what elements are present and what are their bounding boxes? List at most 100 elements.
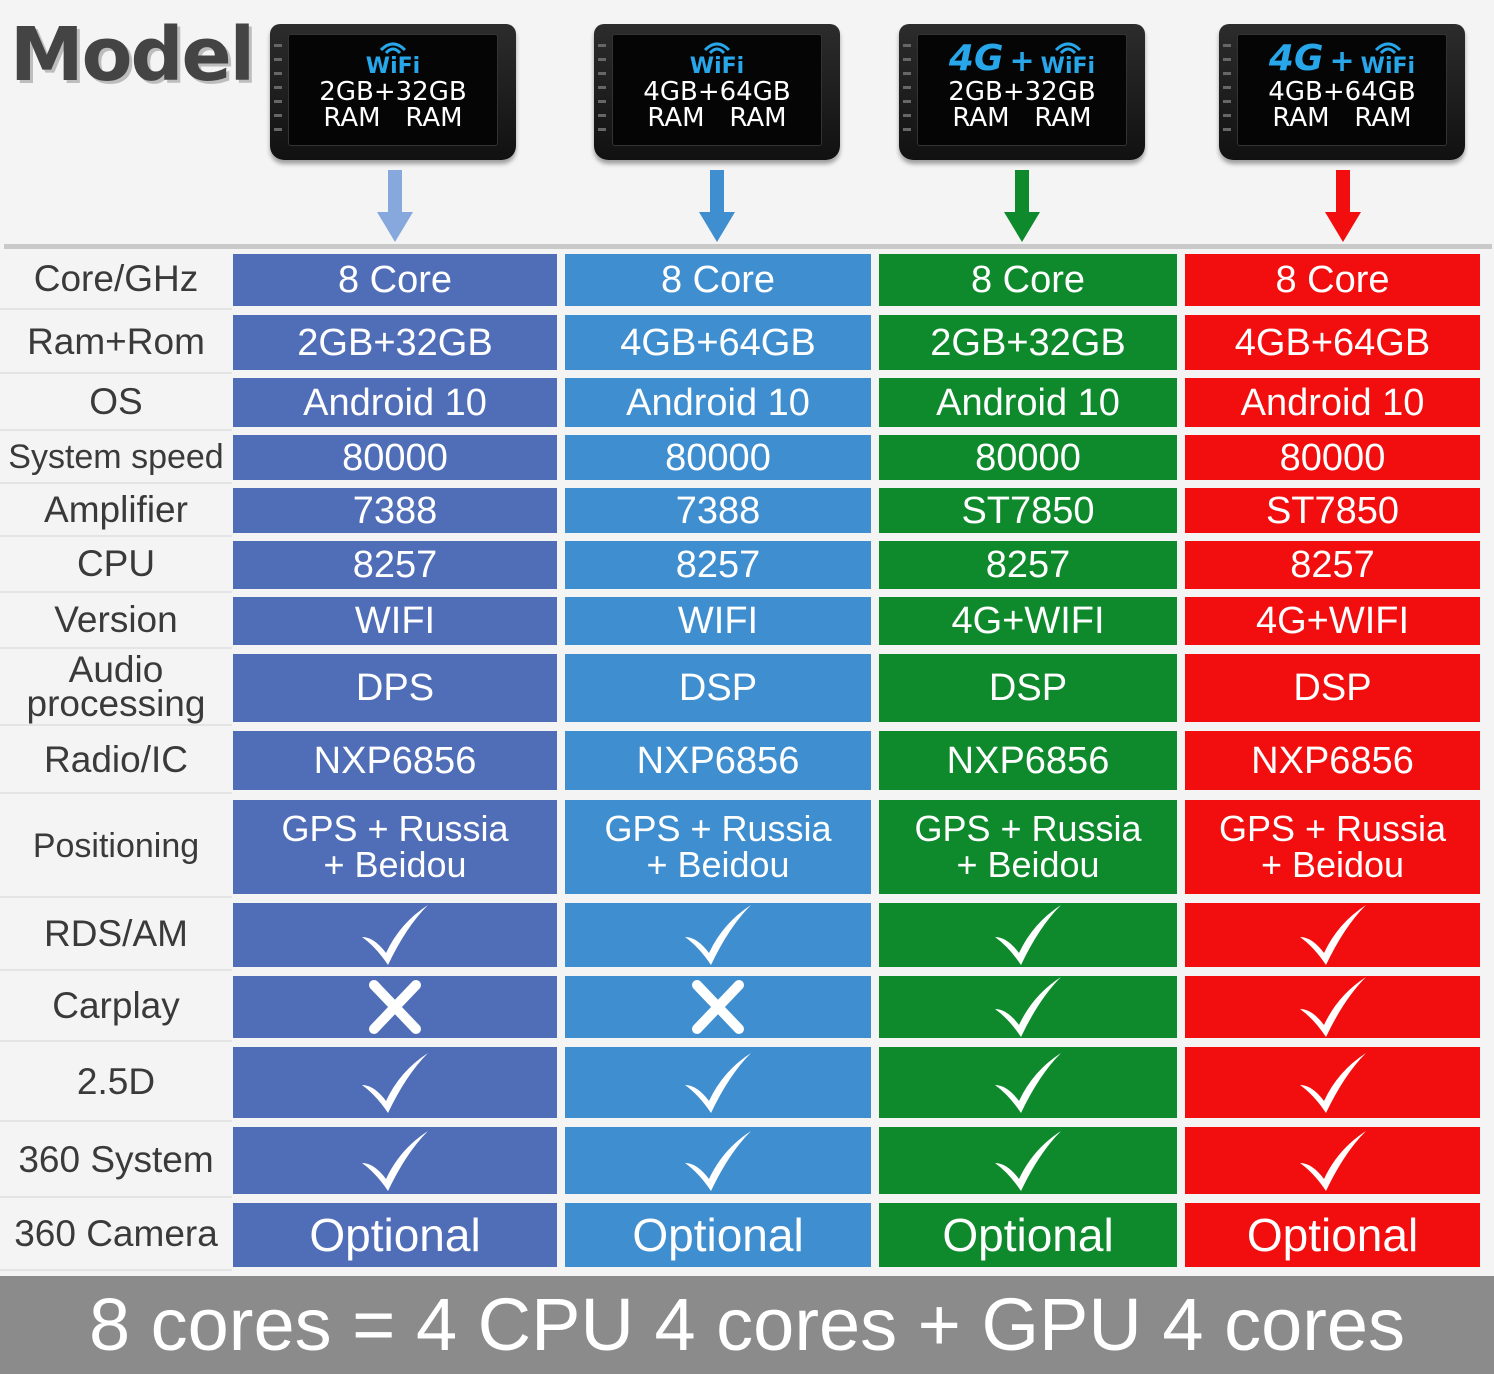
table-cell: 8257: [565, 541, 871, 589]
wifi-label: WiFi: [365, 54, 421, 79]
table-cell: 7388: [565, 488, 871, 533]
device-screen: 4G + WiFi 4GB+64GB RAM RAM: [1237, 34, 1447, 146]
table-cell: [879, 903, 1177, 967]
table-cell: [565, 1047, 871, 1118]
head-unit-image: 4G + WiFi 2GB+32GB RAM RAM: [899, 24, 1145, 160]
header: Model WiFi 2GB+32GB RAM RAM WiFi 4GB+64GB RAM…: [0, 0, 1494, 250]
table-cell: GPS + Russia + Beidou: [1185, 800, 1480, 894]
row-label: RDS/AM: [0, 899, 232, 971]
table-cell: 8257: [1185, 541, 1480, 589]
table-cell: 80000: [565, 435, 871, 480]
table-cell: 7388: [233, 488, 557, 533]
table-cell: [565, 903, 871, 967]
table-cell: 80000: [233, 435, 557, 480]
check-icon: [1299, 1130, 1366, 1191]
table-cell: 8 Core: [233, 254, 557, 306]
row-label: Core/GHz: [0, 250, 232, 310]
row-label: Amplifier: [0, 484, 232, 537]
row-label: 2.5D: [0, 1043, 232, 1122]
down-arrow-icon: [1004, 170, 1040, 242]
wifi-badge: WiFi: [1041, 39, 1095, 79]
memory-label: 4GB+64GB: [1268, 77, 1416, 107]
check-icon: [995, 1130, 1061, 1191]
check-icon: [995, 1052, 1061, 1113]
wifi-icon: [1054, 42, 1081, 55]
table-cell: DSP: [565, 654, 871, 722]
ram-label: RAM RAM: [952, 103, 1092, 133]
wifi-label: WiFi: [1040, 54, 1096, 79]
row-label: System speed: [0, 431, 232, 484]
table-cell: [1185, 1127, 1480, 1194]
table-cell: 80000: [879, 435, 1177, 480]
row-label: 360 Camera: [0, 1199, 232, 1271]
table-cell: [233, 976, 557, 1038]
table-cell: Optional: [879, 1203, 1177, 1267]
table-cell: [233, 903, 557, 967]
table-cell: 8257: [233, 541, 557, 589]
check-icon: [1299, 905, 1366, 965]
footer-note: 8 cores = 4 CPU 4 cores + GPU 4 cores: [0, 1276, 1494, 1374]
table-cell: 2GB+32GB: [879, 315, 1177, 370]
table-cell: GPS + Russia + Beidou: [879, 800, 1177, 894]
ram-label: RAM RAM: [323, 103, 463, 133]
table-cell: ST7850: [1185, 488, 1480, 533]
table-cell: [1185, 1047, 1480, 1118]
row-label: Version: [0, 593, 232, 649]
down-arrow-icon: [699, 170, 735, 242]
table-cell: WIFI: [565, 597, 871, 645]
table-cell: WIFI: [233, 597, 557, 645]
table-cell: 80000: [1185, 435, 1480, 480]
table-cell: DPS: [233, 654, 557, 722]
memory-label: 2GB+32GB: [948, 77, 1096, 107]
table-cell: NXP6856: [879, 731, 1177, 790]
head-unit-image: 4G + WiFi 4GB+64GB RAM RAM: [1219, 24, 1465, 160]
down-arrow-icon: [1325, 170, 1361, 242]
table-cell: [879, 976, 1177, 1038]
table-cell: Android 10: [879, 378, 1177, 427]
row-label: 360 System: [0, 1123, 232, 1198]
table-cell: DSP: [1185, 654, 1480, 722]
table-cell: 8 Core: [1185, 254, 1480, 306]
network-badge: WiFi: [613, 35, 821, 79]
header-divider: [4, 244, 1492, 249]
table-cell: Optional: [565, 1203, 871, 1267]
check-icon: [995, 977, 1061, 1037]
wifi-label: WiFi: [689, 54, 745, 79]
row-label: Carplay: [0, 972, 232, 1042]
head-unit-image: WiFi 4GB+64GB RAM RAM: [594, 24, 840, 160]
table-cell: Android 10: [1185, 378, 1480, 427]
check-icon: [995, 905, 1061, 965]
table-cell: NXP6856: [1185, 731, 1480, 790]
side-buttons: [274, 44, 282, 134]
table-cell: 4G+WIFI: [1185, 597, 1480, 645]
memory-label: 2GB+32GB: [319, 77, 467, 107]
table-cell: 4GB+64GB: [1185, 315, 1480, 370]
check-icon: [362, 905, 428, 965]
table-cell: [879, 1047, 1177, 1118]
wifi-icon: [1374, 42, 1401, 55]
network-badge: 4G + WiFi: [918, 35, 1126, 79]
ram-label: RAM RAM: [1272, 103, 1412, 133]
side-buttons: [903, 44, 911, 134]
device-screen: WiFi 4GB+64GB RAM RAM: [612, 34, 822, 146]
network-badge: 4G + WiFi: [1238, 35, 1446, 79]
table-cell: DSP: [879, 654, 1177, 722]
check-icon: [685, 905, 751, 965]
side-buttons: [1223, 44, 1231, 134]
row-label: Audio processing: [0, 650, 232, 726]
table-cell: GPS + Russia + Beidou: [565, 800, 871, 894]
table-cell: 4GB+64GB: [565, 315, 871, 370]
table-cell: [565, 1127, 871, 1194]
wifi-label: WiFi: [1360, 54, 1416, 79]
row-label: Radio/IC: [0, 727, 232, 794]
check-icon: [685, 1052, 751, 1113]
table-cell: Optional: [1185, 1203, 1480, 1267]
label-4g: 4G: [948, 38, 1004, 79]
wifi-badge: WiFi: [366, 39, 420, 79]
network-badge: WiFi: [289, 35, 497, 79]
table-cell: NXP6856: [565, 731, 871, 790]
model-title: Model: [10, 12, 255, 98]
table-cell: [1185, 976, 1480, 1038]
table-cell: [233, 1127, 557, 1194]
check-icon: [362, 1130, 428, 1191]
